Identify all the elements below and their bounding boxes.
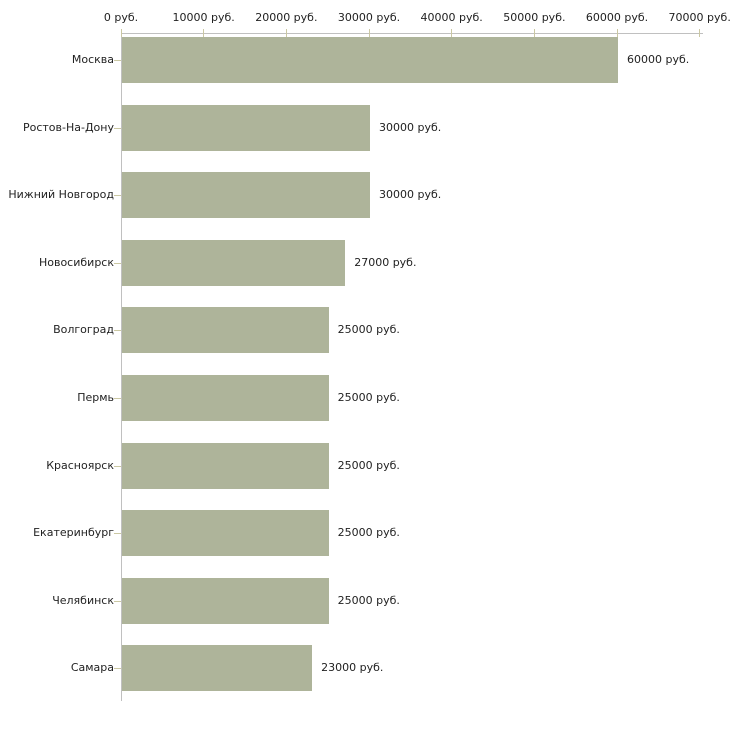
value-label: 25000 руб. xyxy=(337,458,400,472)
x-axis-tick-label: 40000 руб. xyxy=(420,11,483,24)
bar xyxy=(122,375,329,421)
y-axis-tick xyxy=(114,195,121,197)
bar xyxy=(122,577,329,624)
x-axis-tick xyxy=(120,29,122,37)
value-label: 60000 руб. xyxy=(627,53,690,66)
value-label: 25000 руб. xyxy=(337,391,400,404)
bar xyxy=(122,510,329,557)
x-axis-tick xyxy=(451,29,453,37)
bar xyxy=(122,239,346,286)
y-axis-tick xyxy=(114,127,121,129)
y-axis-line xyxy=(121,33,122,701)
x-axis-tick-label: 30000 руб. xyxy=(337,11,401,24)
x-axis-tick xyxy=(285,29,287,37)
x-axis-tick-label: 20000 руб. xyxy=(255,11,318,24)
category-label: Ростов-На-Дону xyxy=(22,120,114,134)
y-axis-tick xyxy=(114,60,121,61)
y-axis-tick xyxy=(114,465,121,467)
bar xyxy=(122,172,370,219)
category-label: Волгоград xyxy=(53,323,114,337)
value-label: 25000 руб. xyxy=(337,323,400,337)
bar xyxy=(122,442,329,489)
category-label: Пермь xyxy=(77,391,114,404)
y-axis-tick xyxy=(114,600,121,602)
value-label: 30000 руб. xyxy=(379,120,442,134)
category-label: Екатеринбург xyxy=(33,526,114,540)
value-label: 25000 руб. xyxy=(337,593,400,607)
bar xyxy=(122,37,619,83)
x-axis-tick-label: 50000 руб. xyxy=(503,11,566,24)
category-label: Новосибирск xyxy=(38,255,114,269)
y-axis-tick xyxy=(114,533,121,535)
y-axis-tick xyxy=(114,262,121,264)
x-axis-tick-label: 60000 руб. xyxy=(585,11,649,24)
x-axis-tick-label: 0 руб. xyxy=(103,11,139,24)
category-label: Самара xyxy=(70,661,114,675)
bar xyxy=(122,104,370,151)
value-label: 23000 руб. xyxy=(321,661,384,675)
x-axis-tick xyxy=(533,29,535,37)
x-axis-tick xyxy=(616,29,618,37)
y-axis-tick xyxy=(114,330,121,332)
y-axis-tick xyxy=(114,668,121,670)
bar xyxy=(122,307,329,354)
x-axis-tick xyxy=(368,29,370,37)
x-axis-tick-label: 70000 руб. xyxy=(668,11,730,24)
category-label: Нижний Новгород xyxy=(8,188,114,202)
value-label: 27000 руб. xyxy=(354,255,417,269)
category-label: Красноярск xyxy=(46,458,114,472)
bar xyxy=(122,645,313,692)
value-label: 30000 руб. xyxy=(379,188,442,202)
x-axis-tick xyxy=(203,29,205,37)
y-axis-tick xyxy=(114,398,121,399)
x-axis-tick xyxy=(699,29,701,37)
category-label: Челябинск xyxy=(52,593,114,607)
x-axis-tick-label: 10000 руб. xyxy=(172,11,235,24)
category-label: Москва xyxy=(71,53,114,66)
x-axis-line xyxy=(121,33,703,34)
value-label: 25000 руб. xyxy=(337,526,400,540)
